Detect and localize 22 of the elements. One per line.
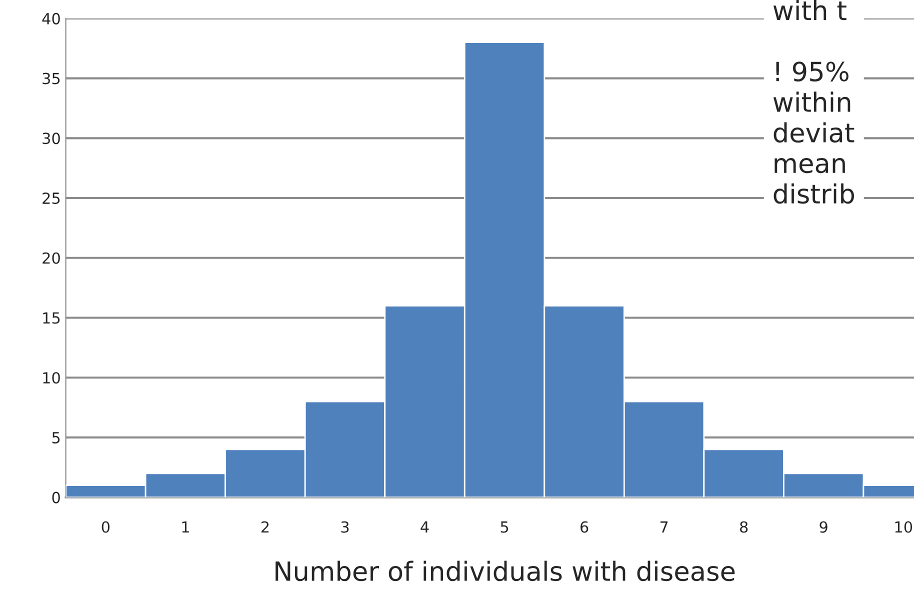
x-tick-label: 2: [261, 521, 269, 533]
y-tick-label: 35: [42, 72, 60, 84]
y-tick-label: 25: [42, 192, 60, 204]
x-tick-label: 1: [182, 521, 189, 533]
x-tick-label: 10: [895, 521, 912, 533]
x-tick-label: 5: [500, 521, 508, 533]
y-tick-label: 0: [52, 492, 60, 504]
x-tick-label: 6: [580, 521, 588, 533]
x-tick-label: 7: [660, 521, 668, 533]
y-tick-label: 40: [42, 12, 60, 24]
x-tick-label: 8: [740, 521, 748, 533]
x-tick-label: 3: [341, 521, 349, 533]
x-tick-label: 0: [102, 521, 110, 533]
y-tick-label: 30: [42, 132, 60, 144]
x-tick-label: 4: [420, 521, 429, 533]
x-tick-label: 9: [820, 521, 828, 533]
y-tick-label: 15: [43, 312, 60, 324]
x-axis-title: Number of individuals with disease: [276, 560, 735, 582]
y-tick-label: 20: [42, 252, 60, 264]
y-tick-label: 10: [43, 372, 60, 384]
text: with t ! 95% within deviat mean distrib: [773, 0, 854, 204]
y-tick-label: 5: [52, 432, 60, 444]
